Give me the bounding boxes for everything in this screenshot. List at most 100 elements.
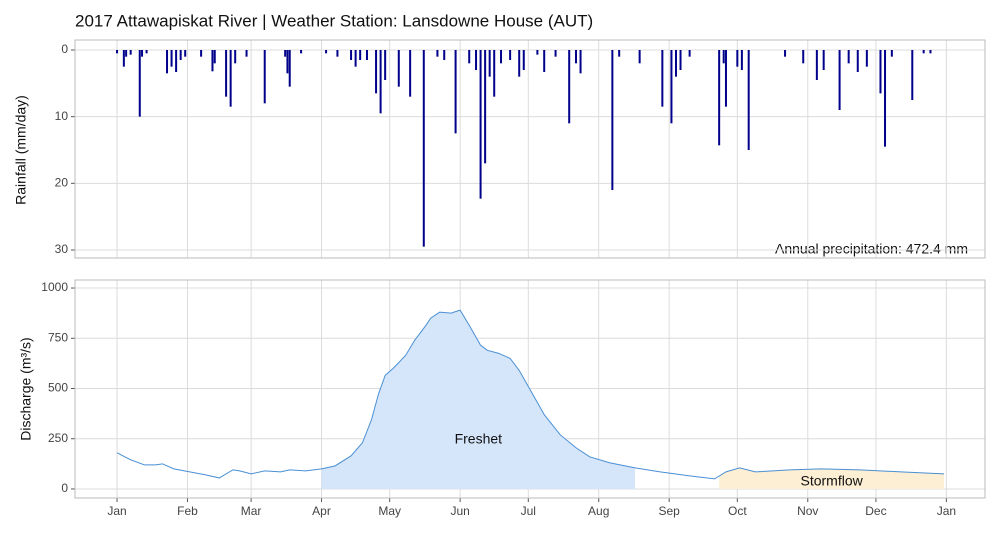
y-tick-label: 250 [48, 431, 68, 445]
bar [225, 50, 228, 97]
bar [922, 50, 925, 54]
bar [145, 50, 148, 54]
y-tick-label: 20 [55, 176, 69, 190]
annotation: Annual precipitation: 472.4 mm [775, 241, 968, 257]
bar [409, 50, 412, 97]
bar [468, 50, 471, 64]
bar [234, 50, 237, 64]
bar [263, 50, 266, 104]
bar [422, 50, 425, 247]
bar [568, 50, 571, 124]
bar [865, 50, 868, 67]
bar [670, 50, 673, 124]
bar [286, 50, 289, 74]
bar [724, 50, 727, 107]
bar [579, 50, 582, 74]
x-tick-label: Dec [865, 504, 886, 518]
y-tick-label: 1000 [41, 280, 68, 294]
bar [141, 50, 144, 57]
bar [336, 50, 339, 57]
bar [350, 50, 353, 60]
bar [475, 50, 478, 70]
bar [518, 50, 521, 77]
y-tick-label: 0 [61, 42, 68, 56]
bar [822, 50, 825, 70]
bar [847, 50, 850, 64]
x-tick-label: Nov [797, 504, 818, 518]
x-tick-label: Aug [588, 504, 609, 518]
bar [802, 50, 805, 64]
bar [493, 50, 496, 97]
bar [718, 50, 721, 146]
chart-title: 2017 Attawapiskat River | Weather Statio… [75, 11, 593, 30]
bar [397, 50, 400, 87]
bar [747, 50, 750, 150]
bar [213, 50, 216, 64]
bar [375, 50, 378, 94]
bar [325, 50, 328, 54]
region-fill [321, 310, 636, 489]
bar [674, 50, 677, 77]
bar [300, 50, 303, 54]
panel-border [74, 39, 986, 259]
bar [856, 50, 859, 72]
panel-border [74, 279, 986, 499]
bar [384, 50, 387, 80]
region-fill [719, 467, 945, 489]
bar [170, 50, 173, 67]
bar [122, 50, 125, 67]
bar [454, 50, 457, 134]
bar [138, 50, 141, 117]
bar [211, 50, 214, 72]
bar [500, 50, 503, 64]
x-tick-label: Jul [521, 504, 536, 518]
bar [175, 50, 178, 72]
region-label: Freshet [455, 430, 503, 446]
bar [509, 50, 512, 60]
x-tick-label: Apr [312, 504, 331, 518]
bar [488, 50, 491, 77]
bar [884, 50, 887, 147]
bar [618, 50, 621, 57]
bar [479, 50, 482, 199]
y-axis-label: Rainfall (mm/day) [13, 95, 29, 205]
region-label: Stormflow [801, 473, 864, 489]
y-axis-label: Discharge (m³/s) [18, 337, 34, 440]
bar [436, 50, 439, 57]
bar [911, 50, 914, 100]
bar [740, 50, 743, 70]
bar [575, 50, 578, 64]
bar [638, 50, 641, 64]
bar [890, 50, 893, 57]
x-tick-label: Jan [107, 504, 126, 518]
bar [736, 50, 739, 67]
bar [288, 50, 291, 87]
bar [536, 50, 539, 55]
x-tick-label: Jan [937, 504, 956, 518]
x-tick-label: Jun [450, 504, 469, 518]
x-tick-label: May [378, 504, 401, 518]
bar [245, 50, 248, 57]
bar [554, 50, 557, 57]
y-tick-label: 500 [48, 381, 68, 395]
bar [284, 50, 287, 57]
bar [443, 50, 446, 60]
bar [679, 50, 682, 70]
bar [611, 50, 614, 190]
bar [522, 50, 525, 70]
bar [184, 50, 187, 57]
bar [929, 50, 932, 54]
bar [116, 50, 119, 54]
bar [179, 50, 182, 60]
bar [784, 50, 787, 57]
bar [200, 50, 203, 57]
bar [688, 50, 691, 57]
bar [129, 50, 132, 55]
y-tick-label: 0 [61, 481, 68, 495]
bar [359, 50, 362, 60]
panel: 0 250 500 750 1000 Jan Feb Mar Apr May Jun Jul Aug Se… [41, 279, 986, 518]
bar [661, 50, 664, 107]
bar [379, 50, 382, 114]
x-tick-label: Oct [728, 504, 747, 518]
